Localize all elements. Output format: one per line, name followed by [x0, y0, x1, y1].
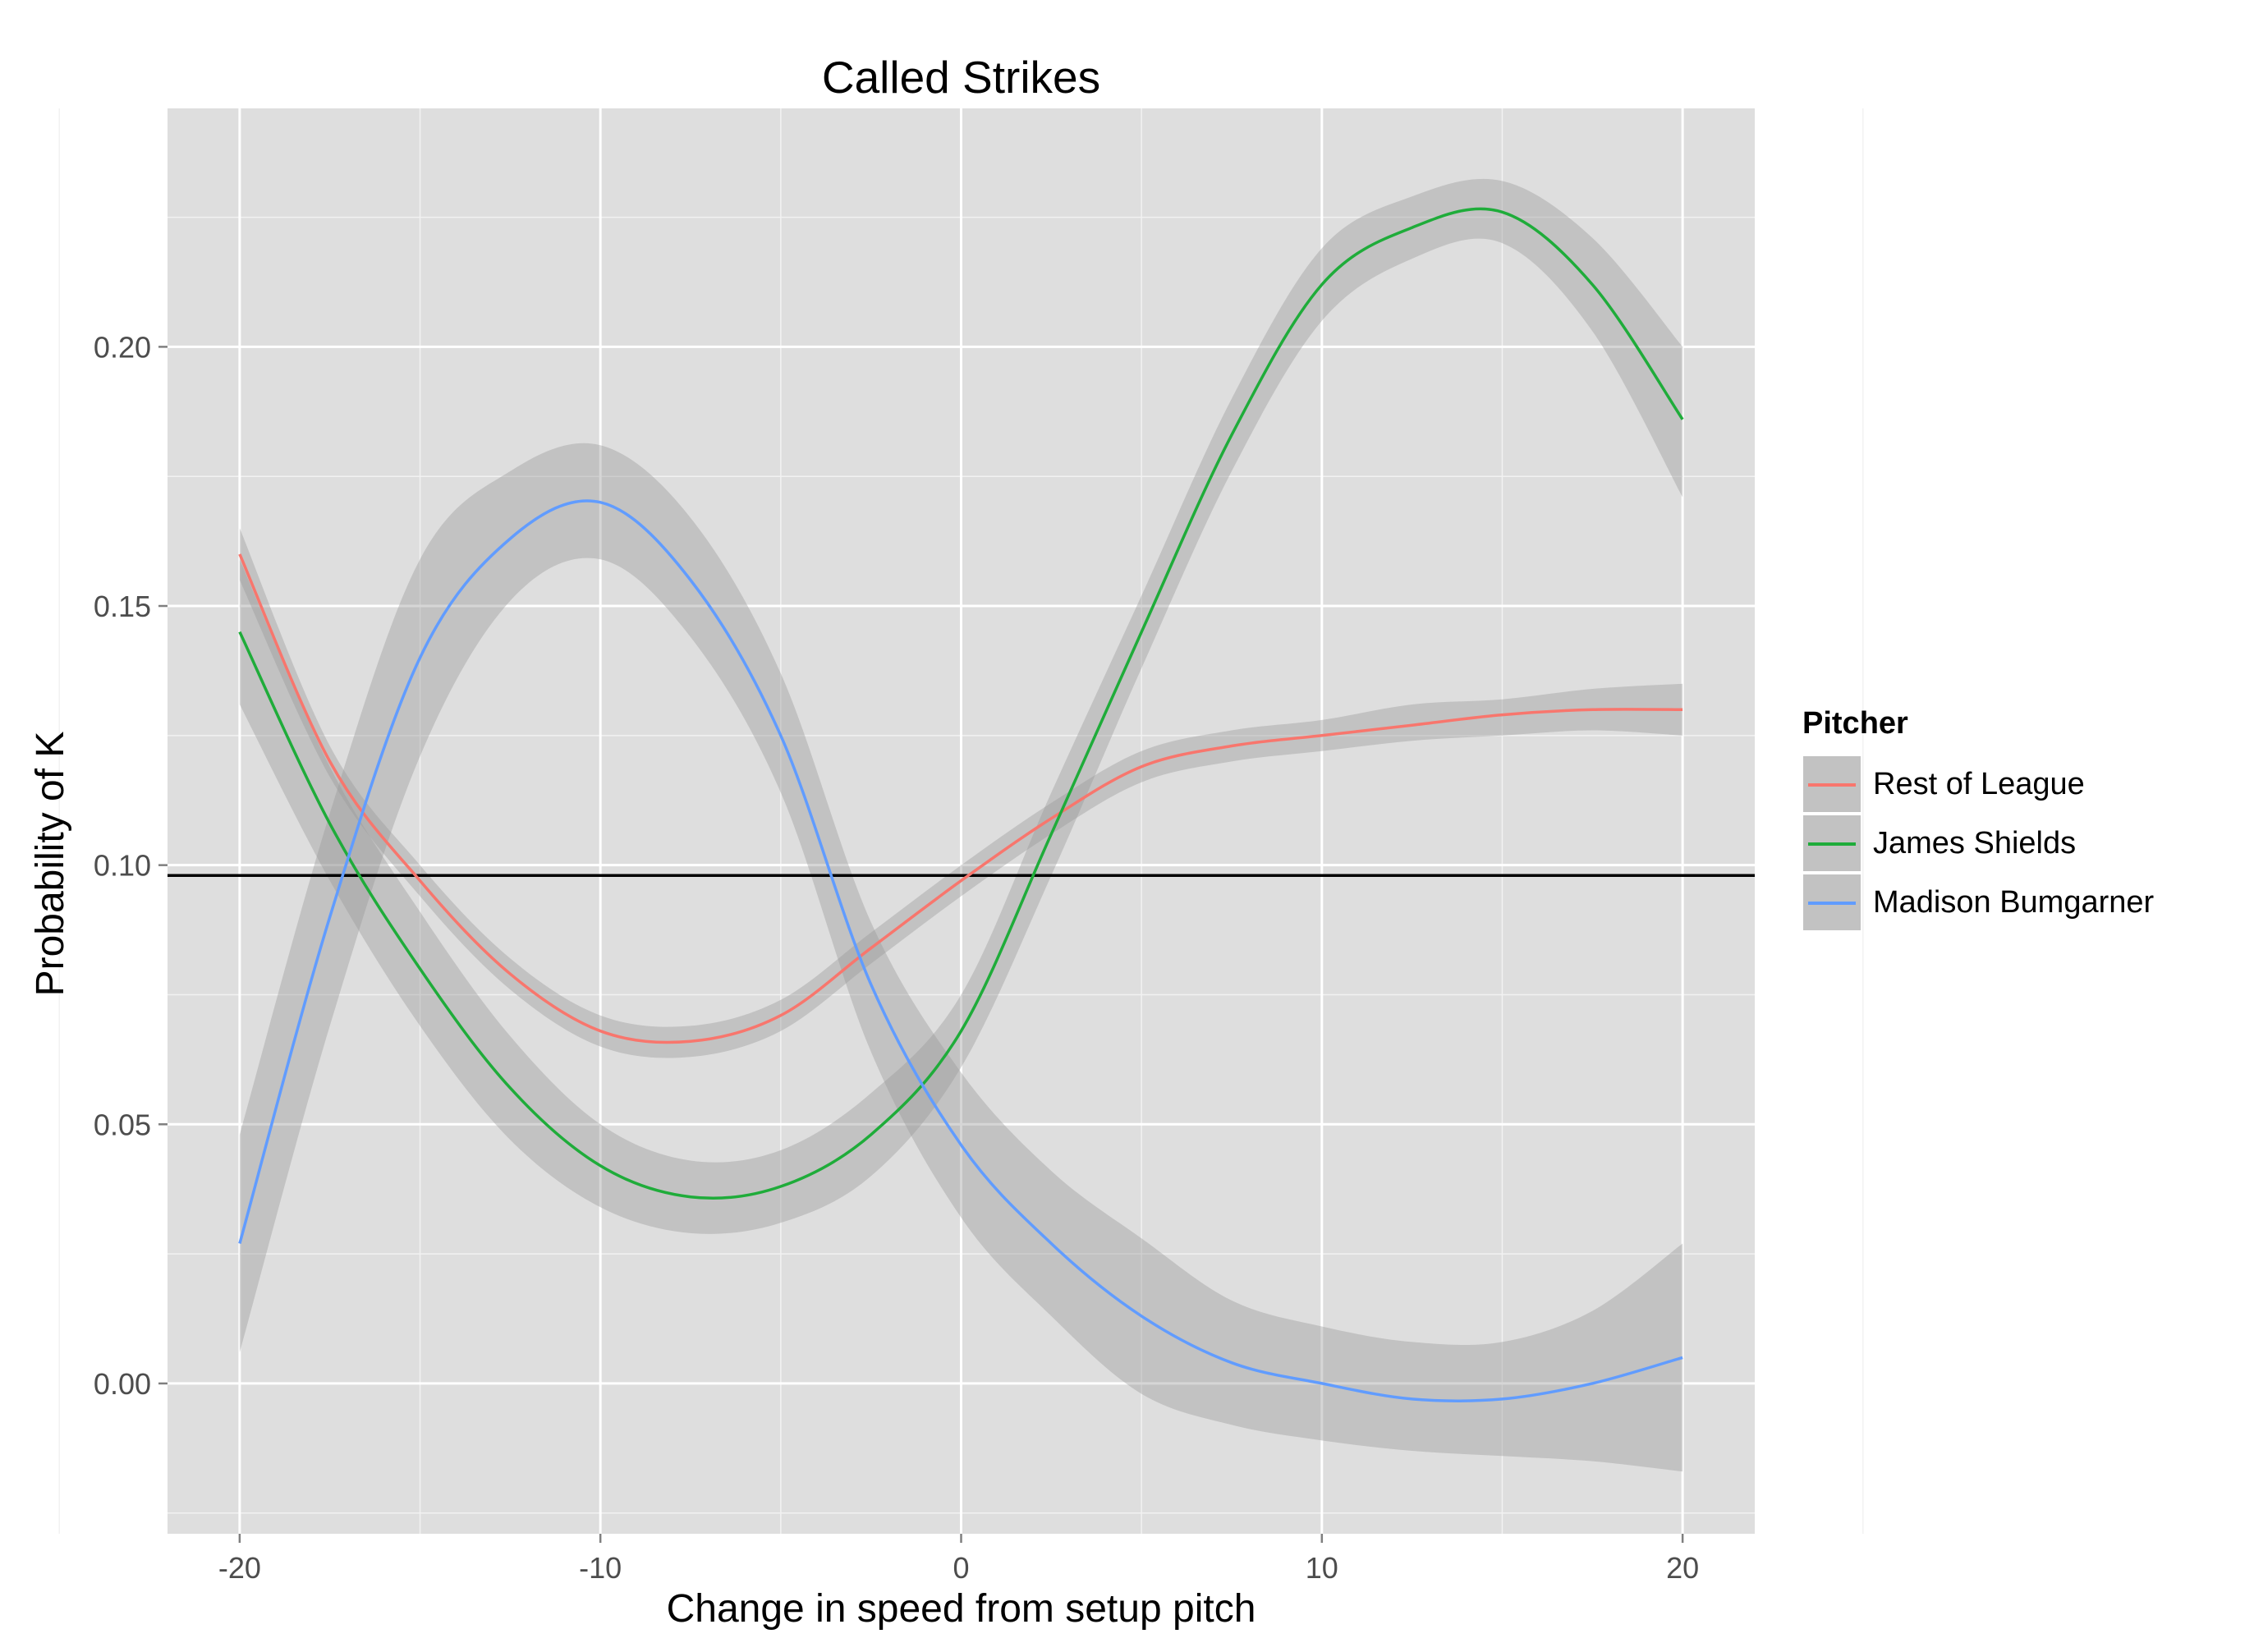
- legend-key: [1802, 815, 1862, 872]
- legend-item-james-shields: James Shields: [1802, 814, 2154, 873]
- legend-swatch: [1808, 902, 1856, 905]
- y-tick-label: 0.20: [94, 330, 151, 364]
- legend-label: Madison Bumgarner: [1873, 884, 2155, 920]
- y-tick-label: 0.05: [94, 1108, 151, 1141]
- x-tick-label: 20: [1666, 1551, 1699, 1585]
- legend-key: [1802, 874, 1862, 931]
- legend-title: Pitcher: [1802, 706, 1908, 741]
- legend: Pitcher Rest of League James Shields Mad…: [1802, 706, 2154, 932]
- y-axis-title: Probability of K: [29, 731, 72, 997]
- series-line: [238, 553, 1683, 1044]
- x-axis-title: Change in speed from setup pitch: [666, 1587, 1256, 1631]
- legend-item-madison-bumgarner: Madison Bumgarner: [1802, 873, 2154, 932]
- series-line: [238, 499, 1683, 1402]
- legend-swatch: [1808, 783, 1856, 787]
- series-line: [238, 207, 1684, 1200]
- confidence-band: [239, 443, 1683, 1472]
- x-tick-label: 0: [953, 1551, 969, 1585]
- x-tick-label: -10: [579, 1551, 622, 1585]
- legend-item-rest-of-league: Rest of League: [1802, 755, 2154, 814]
- legend-swatch: [1808, 842, 1856, 846]
- confidence-band: [239, 178, 1683, 1234]
- y-tick-label: 0.00: [94, 1367, 151, 1401]
- legend-key: [1802, 755, 1862, 813]
- legend-label: James Shields: [1873, 825, 2077, 860]
- legend-label: Rest of League: [1873, 766, 2085, 801]
- x-tick-label: -20: [218, 1551, 261, 1585]
- chart-title: Called Strikes: [821, 52, 1101, 103]
- y-tick-label: 0.10: [94, 849, 151, 883]
- y-tick-label: 0.15: [94, 590, 151, 623]
- x-tick-label: 10: [1306, 1551, 1338, 1585]
